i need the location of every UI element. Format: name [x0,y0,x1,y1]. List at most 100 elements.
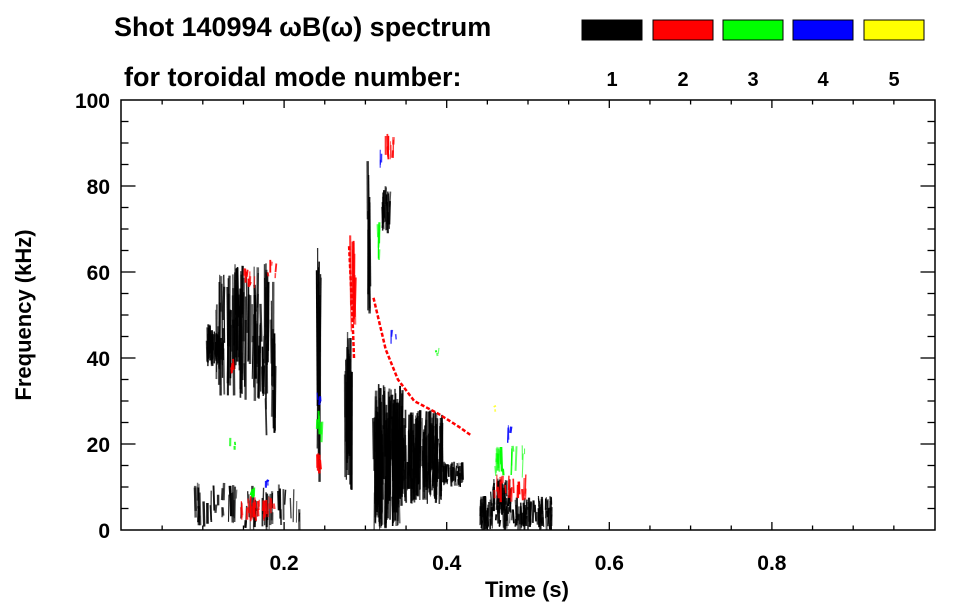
spectral-mark-mode-1 [434,452,438,503]
spectral-mark-mode-1 [417,420,421,444]
spectral-mark-mode-1 [383,394,385,430]
spectral-mark-mode-2 [268,496,271,510]
spectral-mark-mode-1 [527,497,531,522]
spectrogram-marks [193,133,553,530]
spectral-mark-mode-3 [511,445,515,452]
spectral-mark-mode-1 [488,501,492,517]
spectral-mark-mode-1 [228,485,232,496]
spectral-mark-mode-4 [316,392,319,401]
spectral-mark-mode-3 [521,453,524,478]
spectral-mark-mode-1 [457,473,461,480]
spectral-mark-mode-1 [424,437,428,491]
spectral-mark-mode-4 [394,334,397,340]
spectral-mark-mode-1 [482,503,485,512]
spectral-mark-mode-1 [429,437,432,472]
spectral-mark-mode-1 [548,511,551,530]
spectral-mark-mode-1 [386,191,389,225]
spectral-mark-mode-1 [212,485,216,511]
spectral-mark-mode-1 [238,293,241,364]
spectral-mark-mode-1 [388,408,391,459]
spectral-mark-mode-1 [545,507,548,530]
spectral-mark-mode-1 [240,322,243,398]
spectral-mark-mode-2 [249,499,252,504]
spectral-mark-mode-2 [499,476,503,484]
spectral-mark-mode-1 [283,489,287,505]
legend-swatch-mode-4 [792,19,854,41]
y-tick-label: 20 [87,434,110,457]
spectral-mark-mode-1 [422,429,425,469]
spectral-mark-mode-1 [214,504,218,513]
legend-label-mode-5: 5 [888,69,899,91]
spectral-mark-mode-2 [512,478,515,494]
spectral-mark-mode-2 [239,507,243,520]
spectral-mark-mode-2 [521,488,525,501]
x-tick-label: 0.8 [757,552,787,575]
spectral-mark-mode-3 [499,446,504,472]
spectral-mark-mode-1 [428,441,431,480]
spectral-mark-mode-1 [383,204,386,223]
spectral-mark-mode-1 [232,492,234,524]
spectral-mark-mode-1 [521,512,525,524]
spectral-mark-mode-1 [220,488,224,501]
spectral-mark-mode-2 [350,300,352,332]
spectral-mark-mode-1 [388,191,392,208]
spectral-mark-mode-2 [266,272,270,277]
spectral-mark-mode-4 [509,426,513,434]
legend-swatch-mode-3 [722,19,784,41]
chirp-mode-2 [372,297,472,437]
y-tick-label: 60 [87,262,110,285]
spectral-mark-mode-1 [535,511,539,525]
spectral-mark-mode-2 [522,477,526,496]
spectral-mark-mode-1 [378,468,381,508]
spectral-mark-mode-3 [497,447,501,468]
x-tick-label: 0.2 [269,552,298,575]
spectral-mark-mode-1 [289,497,292,519]
spectral-mark-mode-2 [252,502,256,518]
spectral-mark-mode-1 [403,439,406,462]
spectral-mark-mode-1 [222,348,226,395]
legend-swatch-mode-5 [863,19,925,41]
spectral-mark-mode-1 [514,499,518,515]
spectral-mark-mode-1 [480,502,484,513]
spectral-mark-mode-1 [387,453,391,493]
spectral-mark-mode-1 [386,432,390,478]
spectral-mark-mode-3 [510,451,513,476]
spectral-mark-mode-1 [235,489,238,499]
spectral-mark-mode-1 [374,390,378,440]
spectral-mark-mode-1 [390,394,394,420]
spectral-mark-mode-1 [540,503,543,515]
spectral-mark-mode-1 [446,478,449,485]
spectral-mark-mode-3 [317,410,321,435]
spectral-mark-mode-2 [274,263,278,273]
spectral-mark-mode-2 [267,503,270,518]
spectral-mark-mode-1 [233,486,237,523]
spectral-mark-mode-1 [443,464,446,483]
legend-label-mode-2: 2 [677,69,688,91]
spectral-mark-mode-1 [374,462,376,493]
spectral-mark-mode-2 [232,358,235,370]
spectral-mark-mode-1 [347,338,350,401]
spectral-mark-mode-1 [490,491,493,506]
spectral-mark-mode-2 [262,502,266,520]
spectral-mark-mode-1 [384,187,387,222]
spectral-mark-mode-1 [531,500,535,523]
spectral-mark-mode-1 [292,489,295,523]
spectral-mark-mode-2 [272,503,276,510]
spectral-mark-mode-1 [403,469,406,498]
spectral-mark-mode-3 [501,468,505,476]
spectral-mark-mode-2 [230,363,234,373]
spectral-mark-mode-1 [510,509,514,521]
spectral-mark-mode-1 [222,286,226,321]
spectral-mark-mode-2 [504,484,507,494]
spectral-mark-mode-3 [514,446,518,471]
spectral-mark-mode-2 [352,263,355,325]
spectral-mark-mode-2 [496,486,500,499]
spectral-mark-mode-1 [345,359,347,480]
spectral-mark-mode-2 [256,500,260,511]
spectral-mark-mode-2 [507,479,511,498]
spectral-mark-mode-1 [523,498,526,508]
spectral-mark-mode-1 [222,482,226,501]
spectral-mark-mode-4 [266,479,269,486]
axis-ticks [121,100,935,530]
x-tick-label: 0.6 [595,552,624,575]
